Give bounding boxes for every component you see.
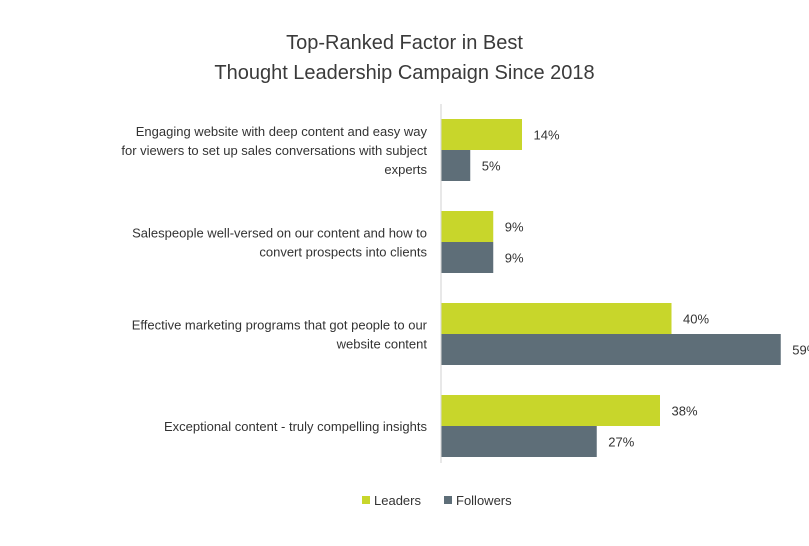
data-label: 38% xyxy=(672,404,698,419)
bar-leaders xyxy=(441,395,660,426)
category-label: Engaging website with deep content and e… xyxy=(121,124,427,177)
category-label-line: Engaging website with deep content and e… xyxy=(136,124,428,139)
bar-leaders xyxy=(441,303,672,334)
data-label: 27% xyxy=(608,435,634,450)
category-label-line: experts xyxy=(384,162,427,177)
category-label: Effective marketing programs that got pe… xyxy=(132,318,428,352)
legend-swatch-followers xyxy=(444,496,452,504)
data-label: 40% xyxy=(683,312,709,327)
data-label: 5% xyxy=(482,159,501,174)
bar-followers xyxy=(441,242,494,273)
legend-label-followers: Followers xyxy=(456,493,512,508)
bar-followers xyxy=(441,334,781,365)
category-label: Salespeople well-versed on our content a… xyxy=(132,226,427,260)
legend-swatch-leaders xyxy=(362,496,370,504)
category-label-line: website content xyxy=(336,337,428,352)
data-label: 59% xyxy=(792,343,809,358)
data-label: 14% xyxy=(534,128,560,143)
bar-leaders xyxy=(441,119,522,150)
category-label-line: for viewers to set up sales conversation… xyxy=(121,143,427,158)
legend-label-leaders: Leaders xyxy=(374,493,421,508)
category-label-line: convert prospects into clients xyxy=(259,245,427,260)
category-label-line: Effective marketing programs that got pe… xyxy=(132,318,428,333)
data-label: 9% xyxy=(505,220,524,235)
category-label-line: Exceptional content - truly compelling i… xyxy=(164,419,428,434)
category-label-line: Salespeople well-versed on our content a… xyxy=(132,226,427,241)
chart-title-line-1: Top-Ranked Factor in Best xyxy=(286,32,523,54)
bar-followers xyxy=(441,426,597,457)
chart-title-line-2: Thought Leadership Campaign Since 2018 xyxy=(214,62,595,84)
category-label: Exceptional content - truly compelling i… xyxy=(164,419,428,434)
chart-title: Top-Ranked Factor in Best Thought Leader… xyxy=(0,28,809,88)
bar-leaders xyxy=(441,211,494,242)
data-label: 9% xyxy=(505,251,524,266)
bar-followers xyxy=(441,150,471,181)
